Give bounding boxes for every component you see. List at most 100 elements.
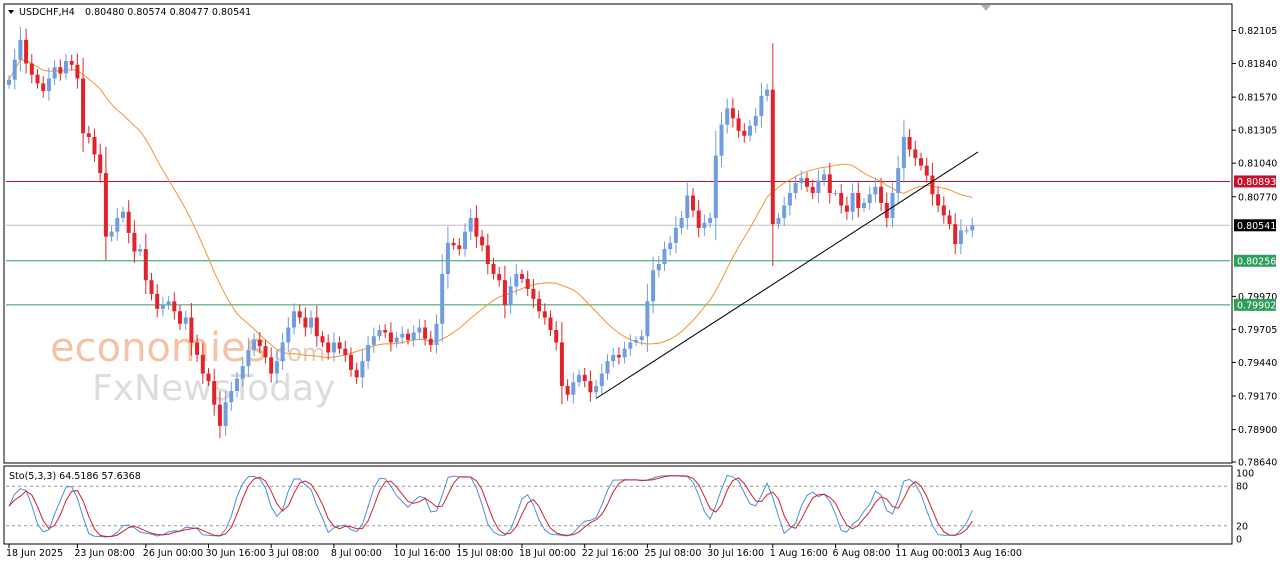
collapse-triangle-icon[interactable]: [8, 10, 14, 14]
candle-body: [554, 330, 559, 343]
time-tick-label: 11 Aug 00:00: [895, 548, 959, 559]
candle-body: [879, 186, 884, 203]
candle-body: [252, 339, 257, 350]
candle-body: [383, 330, 388, 333]
current-price-tag: [1234, 219, 1276, 232]
candle-body: [143, 249, 148, 281]
ohlc-readout: 0.80480 0.80574 0.80477 0.80541: [85, 7, 251, 18]
candle-body: [166, 301, 171, 306]
candle-body: [388, 332, 393, 343]
candle-body: [183, 317, 188, 324]
price-tick-label: 0.79440: [1238, 358, 1277, 369]
candle-body: [303, 317, 308, 328]
candle-body: [406, 333, 410, 340]
candle-body: [622, 348, 627, 358]
candle-body: [366, 344, 371, 362]
candle-body: [725, 108, 730, 125]
price-tick-label: 0.79170: [1238, 392, 1277, 403]
candle-body: [235, 378, 239, 392]
candle-body: [155, 293, 160, 309]
candle-body: [468, 217, 473, 232]
candle-body: [890, 193, 895, 218]
time-tick-label: 23 Jun 08:00: [74, 548, 134, 559]
candle-body: [354, 369, 359, 378]
candle-body: [930, 175, 935, 195]
candle-body: [520, 273, 524, 279]
stoch-tick-label: 100: [1236, 469, 1254, 480]
stoch-tick-label: 0: [1236, 535, 1242, 546]
candle-body: [121, 211, 125, 218]
stoch-panel-frame: [3, 465, 1233, 545]
time-tick-label: 10 Jul 16:00: [394, 548, 451, 559]
candle-body: [457, 245, 462, 250]
candle-body: [86, 133, 91, 137]
candle-body: [480, 236, 485, 246]
candle-body: [611, 354, 616, 362]
candle-body: [58, 67, 63, 74]
candle-body: [919, 158, 923, 166]
candle-body: [537, 298, 542, 312]
candle-body: [92, 136, 97, 155]
stoch-tick-label: 20: [1236, 521, 1248, 532]
time-tick-label: 15 Jul 08:00: [456, 548, 513, 559]
support-2-price-label: 0.79902: [1237, 300, 1276, 311]
candle-body: [565, 386, 570, 395]
candle-body: [810, 186, 815, 194]
stoch-title: Sto(5,3,3) 64.5186 57.6368: [9, 471, 141, 482]
price-tick-label: 0.81840: [1238, 59, 1277, 70]
candle-body: [719, 124, 724, 156]
time-tick-label: 30 Jul 16:00: [707, 548, 764, 559]
candle-body: [559, 342, 564, 387]
candle-body: [673, 227, 678, 243]
chart-header[interactable]: USDCHF,H4 0.80480 0.80574 0.80477 0.8054…: [8, 7, 251, 18]
candle-body: [445, 242, 450, 274]
candle-body: [81, 78, 86, 134]
candle-body: [782, 205, 787, 218]
candle-body: [263, 346, 268, 358]
candle-body: [269, 357, 274, 374]
candle-body: [816, 180, 821, 194]
candle-body: [24, 39, 29, 64]
candle-body: [913, 149, 918, 159]
candle-body: [793, 183, 798, 194]
price-tick-label: 0.79705: [1238, 325, 1277, 336]
candle-body: [371, 336, 376, 345]
trendline[interactable]: [595, 151, 979, 399]
price-panel-frame: [3, 3, 1233, 464]
resistance-price-label: 0.80893: [1237, 177, 1276, 188]
candle-body: [428, 338, 433, 345]
candle-body: [314, 317, 319, 337]
candle-body: [12, 59, 17, 80]
shift-marker-icon[interactable]: [981, 5, 991, 11]
candle-body: [970, 225, 975, 231]
candle-body: [417, 327, 422, 333]
candle-body: [149, 280, 154, 294]
stoch-signal-line: [8, 475, 973, 537]
candle-body: [178, 311, 182, 324]
time-tick-label: 18 Jun 2025: [6, 548, 63, 559]
candle-body: [668, 242, 673, 250]
candle-body: [349, 354, 353, 370]
candle-body: [839, 193, 844, 206]
candle-body: [195, 342, 200, 355]
candle-body: [964, 230, 969, 232]
price-tick-label: 0.81305: [1238, 126, 1277, 137]
candle-body: [822, 174, 827, 181]
candle-body: [947, 215, 952, 225]
candle-body: [656, 264, 661, 271]
candle-body: [651, 270, 656, 302]
candle-body: [588, 381, 593, 393]
candle-body: [377, 330, 382, 337]
stoch-main-line: [8, 474, 973, 538]
time-tick-label: 1 Aug 16:00: [770, 548, 828, 559]
candle-body: [542, 311, 547, 318]
time-tick-label: 30 Jun 16:00: [206, 548, 266, 559]
candle-body: [941, 205, 946, 216]
candle-body: [628, 342, 633, 349]
candle-body: [577, 374, 581, 383]
candle-body: [52, 67, 57, 79]
candle-body: [320, 336, 325, 343]
candle-body: [645, 301, 650, 337]
candle-body: [844, 205, 849, 212]
candle-body: [759, 95, 764, 116]
